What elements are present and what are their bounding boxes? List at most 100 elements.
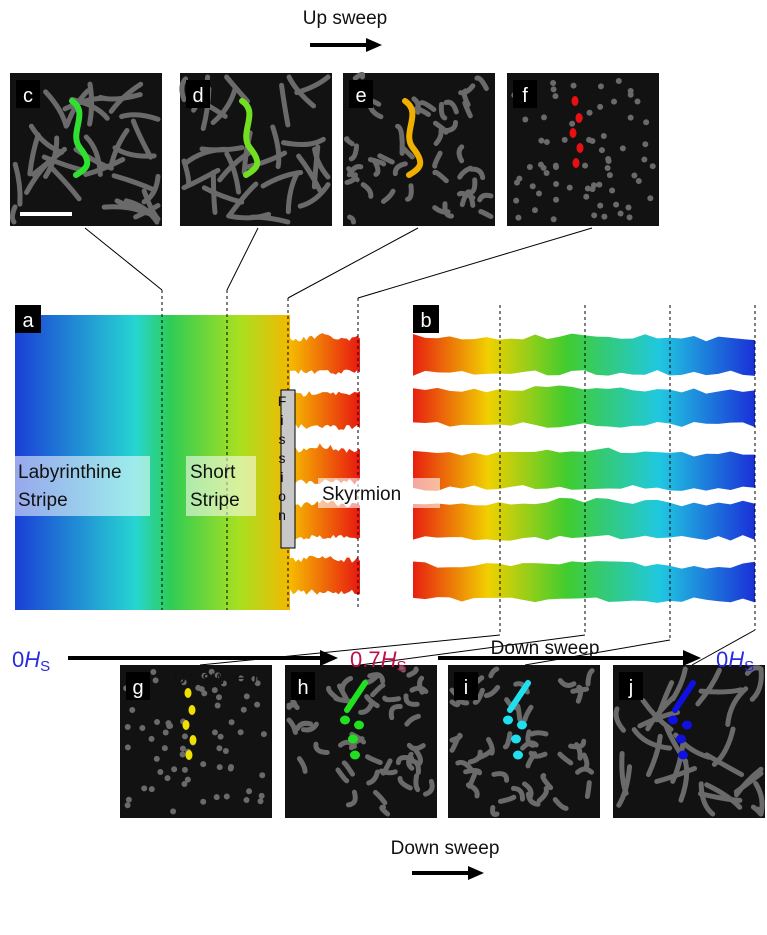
region-label: Short	[190, 462, 236, 483]
domain	[582, 163, 588, 169]
tracked-domain	[668, 716, 678, 725]
domain	[149, 736, 155, 742]
connector	[85, 228, 162, 290]
arrowhead	[366, 38, 382, 52]
domain	[218, 734, 224, 740]
domain	[527, 164, 533, 170]
panel-label: b	[420, 310, 431, 332]
domain	[200, 799, 206, 805]
connector	[358, 228, 592, 298]
domain	[650, 163, 656, 169]
domain	[381, 771, 395, 773]
domain	[552, 93, 558, 99]
domain	[216, 745, 222, 751]
skyrmion-bands-b	[413, 334, 755, 603]
domain	[416, 776, 418, 790]
connector	[288, 228, 418, 298]
skyrmion-band	[285, 391, 360, 430]
domain	[601, 214, 607, 220]
symbol: H	[728, 647, 744, 672]
domain	[224, 793, 230, 799]
domain	[182, 767, 188, 773]
connector	[227, 228, 258, 290]
skyrmion-bands-a	[285, 333, 360, 595]
domain	[154, 719, 160, 725]
micrograph: h	[285, 665, 437, 818]
domain	[261, 731, 267, 737]
domain	[643, 119, 649, 125]
domain	[634, 99, 640, 105]
domain	[254, 702, 260, 708]
domain	[165, 775, 171, 781]
domain	[180, 746, 186, 752]
domain	[544, 139, 550, 145]
domain	[466, 771, 480, 773]
domain	[597, 203, 603, 209]
domain	[618, 210, 624, 216]
domain	[139, 725, 145, 731]
panel-label: i	[464, 677, 468, 699]
domain	[531, 753, 545, 756]
domain	[589, 186, 595, 192]
domain	[162, 745, 168, 751]
domain	[513, 198, 519, 204]
tracked-domain	[185, 688, 192, 698]
domain	[214, 794, 220, 800]
skyrmion-band	[413, 386, 755, 428]
domain	[605, 165, 611, 171]
tracked-domain	[190, 735, 197, 745]
domain	[166, 723, 172, 729]
domain	[223, 748, 229, 754]
tracked-domain	[340, 716, 350, 725]
panel-label: f	[522, 85, 528, 107]
micrograph: j	[613, 665, 765, 818]
sweep-label: Down sweep	[491, 638, 600, 659]
domain	[586, 137, 592, 143]
domain	[180, 751, 186, 757]
bottom-label: Down sweep	[391, 838, 500, 859]
tracked-domain	[577, 143, 584, 153]
domain	[587, 783, 589, 797]
domain	[567, 185, 573, 191]
domain	[587, 110, 593, 116]
domain	[241, 707, 247, 713]
domain	[459, 147, 462, 161]
domain	[125, 724, 131, 730]
domain	[201, 690, 207, 696]
domain	[627, 214, 633, 220]
domain	[452, 702, 458, 705]
domain	[202, 148, 242, 150]
domain	[541, 114, 547, 120]
skyrmion-band	[413, 561, 755, 603]
domain	[258, 798, 264, 804]
field-label: 0HS	[12, 647, 50, 675]
domain	[141, 785, 147, 791]
micrograph: i	[448, 665, 600, 818]
domain	[596, 182, 602, 188]
skyrmion-band	[413, 448, 755, 491]
domain	[530, 183, 536, 189]
domain	[215, 702, 221, 708]
region-label: Skyrmion	[322, 484, 401, 505]
domain	[355, 74, 362, 78]
domain	[385, 698, 399, 700]
skyrmion-band	[285, 333, 360, 374]
coefficient: 0	[716, 647, 728, 672]
domain	[601, 133, 607, 139]
domain	[626, 204, 632, 210]
field-label: 0HS	[716, 647, 754, 675]
domain	[569, 121, 575, 127]
region-label: Stripe	[18, 490, 68, 511]
domain	[562, 137, 568, 143]
tracked-domain	[354, 721, 364, 730]
skyrmion-band	[413, 334, 755, 376]
tracked-domain	[517, 721, 527, 730]
domain	[616, 78, 622, 84]
domain	[591, 212, 597, 218]
micrograph: e	[343, 73, 495, 226]
top-label: Up sweep	[303, 8, 388, 29]
domain	[149, 786, 155, 792]
region-label: Fission	[274, 393, 290, 526]
tracked-domain	[678, 751, 688, 760]
tracked-domain	[350, 751, 360, 760]
